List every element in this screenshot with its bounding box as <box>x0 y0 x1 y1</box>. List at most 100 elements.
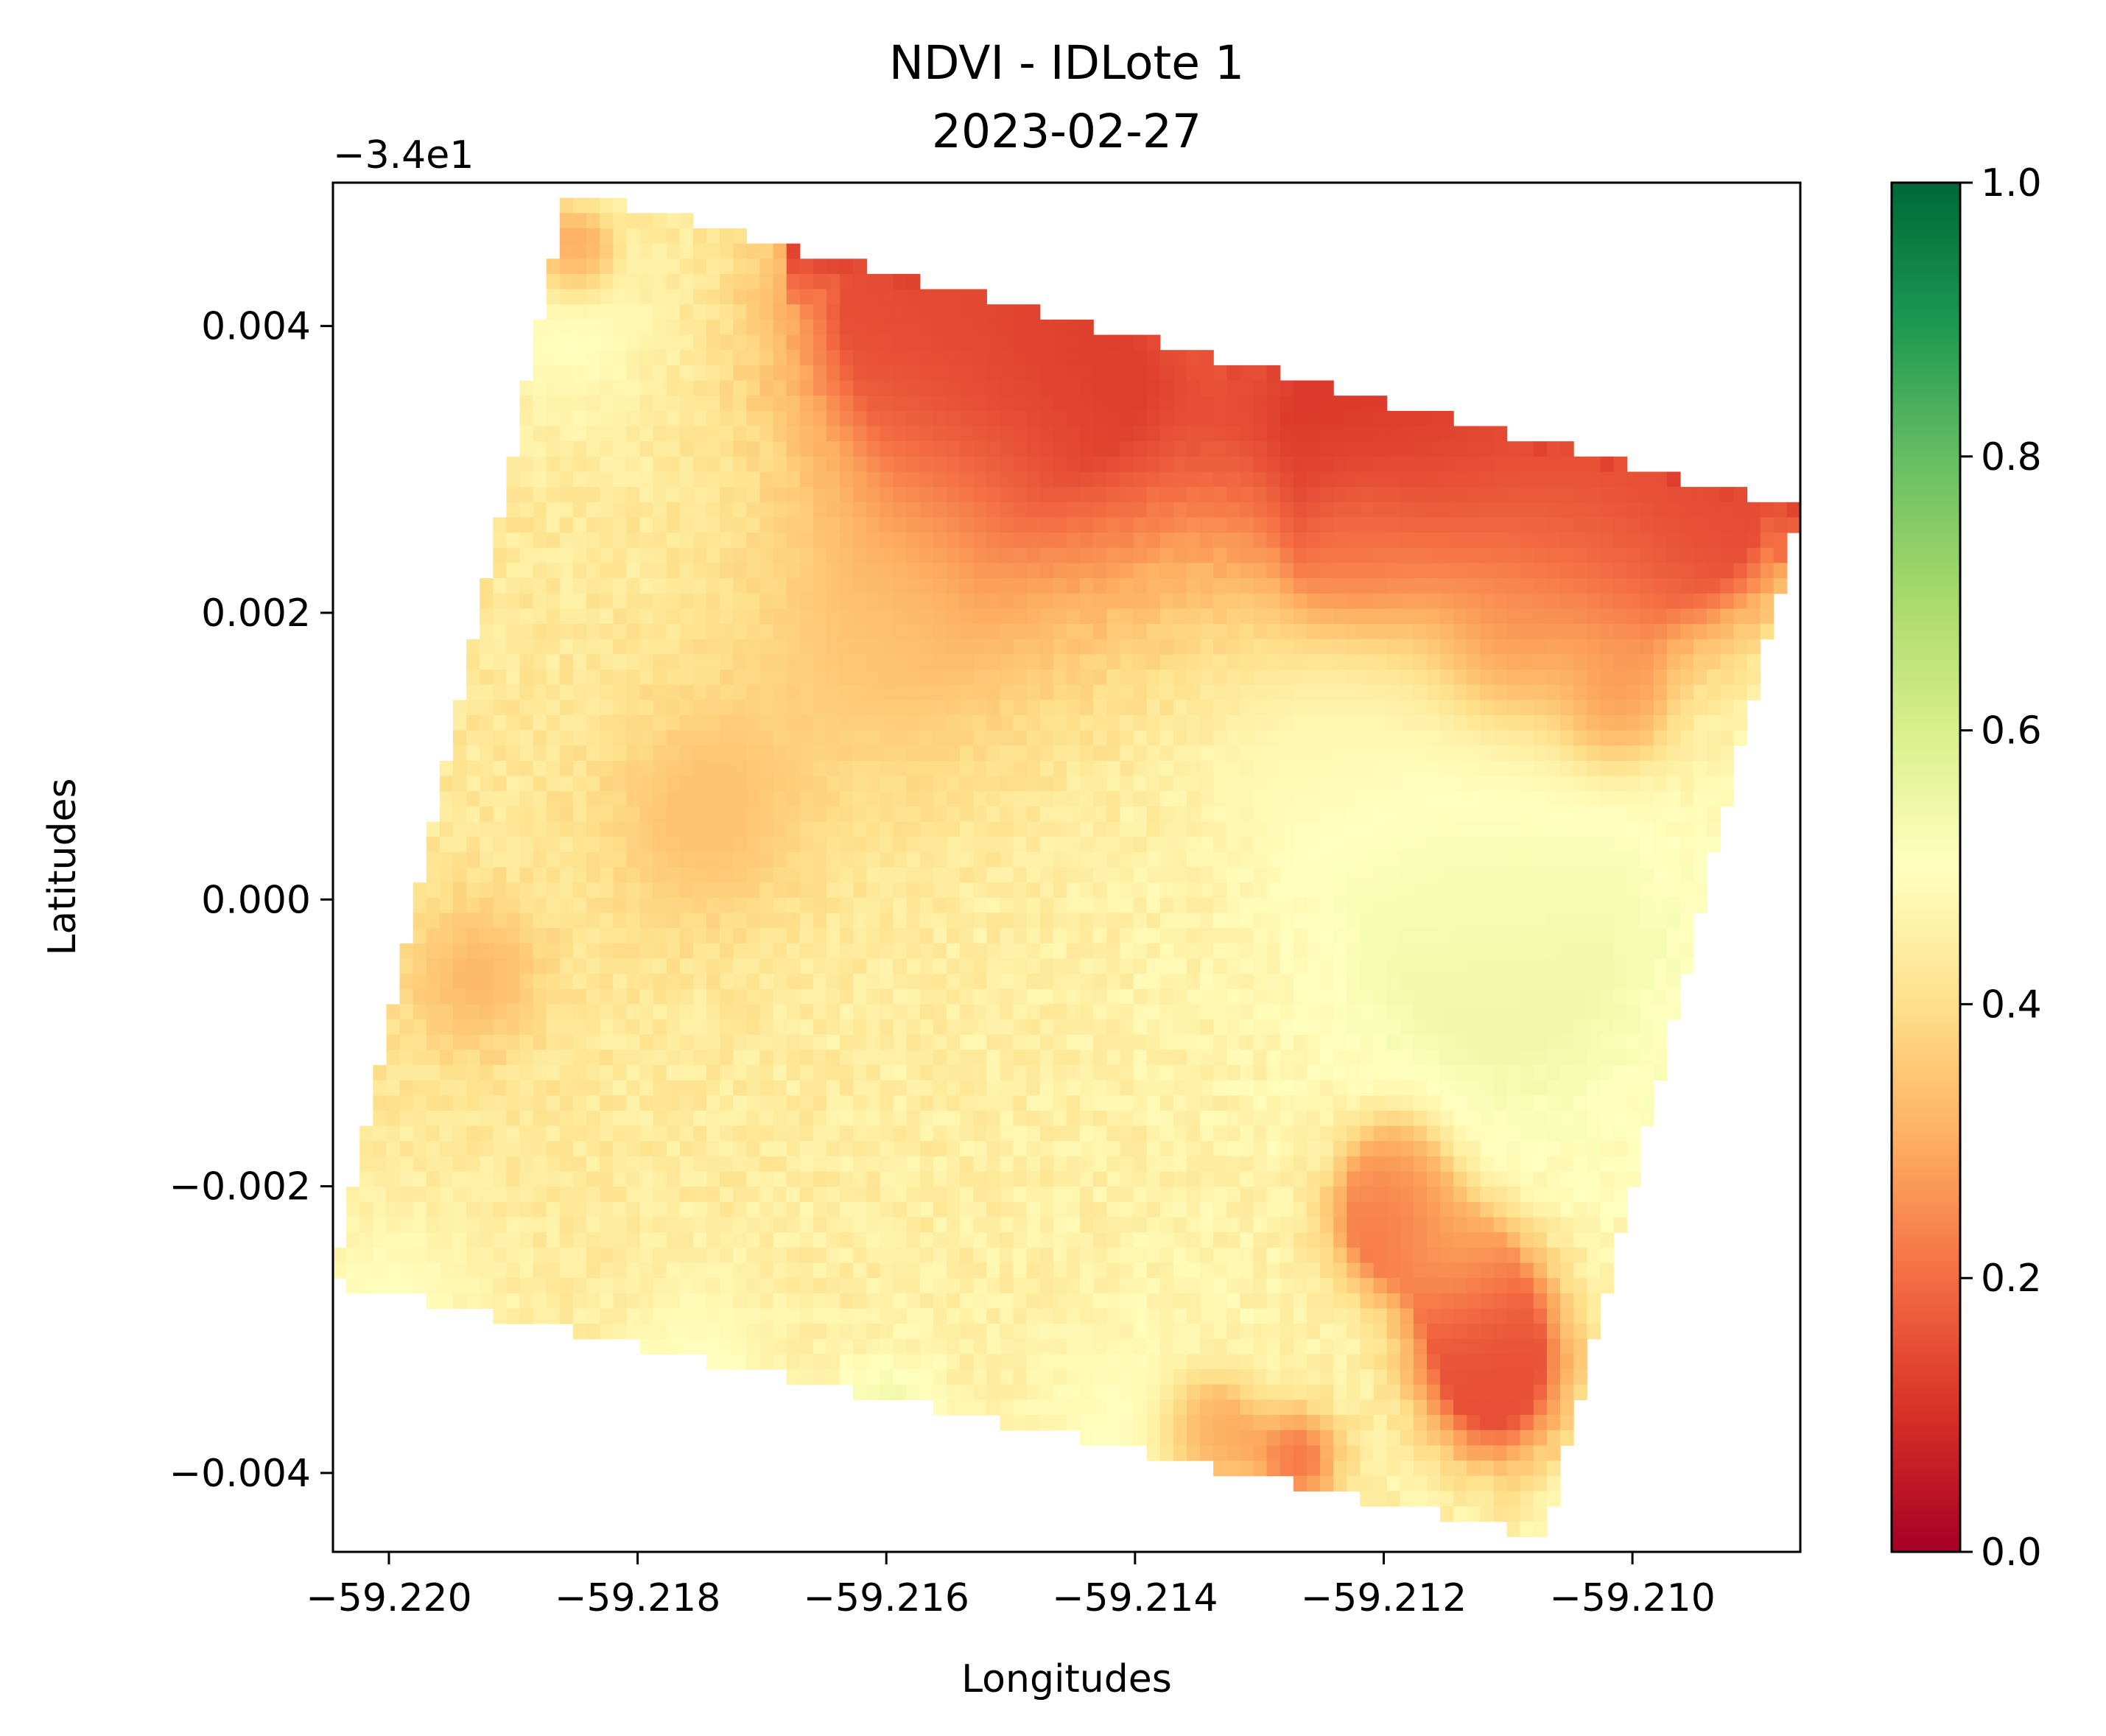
ndvi-cell <box>1120 988 1134 1005</box>
ndvi-cell <box>919 684 934 700</box>
ndvi-cell <box>386 1232 401 1248</box>
ndvi-cell <box>426 1034 440 1050</box>
ndvi-cell <box>720 1050 734 1066</box>
ndvi-cell <box>786 928 801 944</box>
ndvi-cell <box>866 684 881 700</box>
ndvi-cell <box>506 913 521 929</box>
ndvi-cell <box>1146 791 1161 807</box>
ndvi-cell <box>893 517 908 533</box>
ndvi-cell <box>947 304 961 320</box>
ndvi-cell <box>346 1232 360 1248</box>
ndvi-cell <box>666 533 681 549</box>
ndvi-cell <box>1159 1125 1174 1142</box>
ndvi-cell <box>893 776 908 792</box>
ndvi-cell <box>933 441 947 457</box>
ndvi-cell <box>692 669 707 686</box>
ndvi-cell <box>1080 533 1094 549</box>
ndvi-cell <box>1146 1217 1161 1233</box>
ndvi-cell <box>1280 700 1294 716</box>
ndvi-cell <box>666 1050 681 1066</box>
ndvi-cell <box>426 882 440 899</box>
ndvi-cell <box>733 380 747 396</box>
ndvi-cell <box>519 714 534 731</box>
ndvi-cell <box>1080 851 1094 868</box>
ndvi-cell <box>572 426 587 442</box>
ndvi-cell <box>947 1080 961 1096</box>
ndvi-cell <box>1146 563 1161 579</box>
ndvi-cell <box>1173 547 1187 563</box>
ndvi-cell <box>1333 1384 1347 1401</box>
ndvi-cell <box>506 1080 521 1096</box>
ndvi-cell <box>1013 1065 1028 1081</box>
ndvi-cell <box>533 624 547 640</box>
ndvi-cell <box>826 487 840 503</box>
ndvi-cell <box>706 1262 720 1279</box>
ndvi-cell <box>1266 639 1281 655</box>
ndvi-cell <box>519 776 534 792</box>
ndvi-cell <box>519 396 534 412</box>
ndvi-cell <box>493 1217 508 1233</box>
ndvi-cell <box>586 426 600 442</box>
ndvi-cell <box>853 958 867 974</box>
ndvi-cell <box>1000 897 1014 914</box>
ndvi-cell <box>533 776 547 792</box>
ndvi-cell <box>1333 1019 1347 1036</box>
ndvi-cell <box>519 1171 534 1187</box>
ndvi-cell <box>706 684 720 700</box>
ndvi-cell <box>413 1232 427 1248</box>
ndvi-cell <box>812 1125 827 1142</box>
ndvi-cell <box>1093 806 1107 823</box>
ndvi-cell <box>720 259 734 275</box>
ndvi-cell <box>546 776 561 792</box>
ndvi-cell <box>880 730 894 746</box>
ndvi-cell <box>1186 1080 1201 1096</box>
ndvi-cell <box>1039 1034 1054 1050</box>
ndvi-cell <box>826 760 840 777</box>
ndvi-cell <box>960 456 974 473</box>
ndvi-cell <box>826 547 840 563</box>
ndvi-cell <box>1120 882 1134 899</box>
ndvi-cell <box>986 319 1001 336</box>
ndvi-cell <box>386 1262 401 1279</box>
ndvi-cell <box>1106 1217 1121 1233</box>
ndvi-cell <box>533 791 547 807</box>
ndvi-cell <box>1039 471 1054 488</box>
ndvi-cell <box>919 1187 934 1203</box>
ndvi-cell <box>1333 684 1347 700</box>
ndvi-cell <box>519 487 534 503</box>
ndvi-cell <box>480 776 494 792</box>
ndvi-cell <box>1320 563 1334 579</box>
ndvi-cell <box>1293 380 1308 396</box>
ndvi-cell <box>880 1262 894 1279</box>
ndvi-cell <box>919 1050 934 1066</box>
ndvi-cell <box>1093 547 1107 563</box>
ndvi-cell <box>679 213 694 229</box>
ndvi-cell <box>1200 1201 1214 1218</box>
ndvi-cell <box>919 1171 934 1187</box>
ndvi-cell <box>853 1141 867 1157</box>
ndvi-cell <box>986 1308 1001 1324</box>
ndvi-cell <box>692 1187 707 1203</box>
ndvi-cell <box>1013 1262 1028 1279</box>
ndvi-cell <box>546 700 561 716</box>
ndvi-cell <box>812 730 827 746</box>
ndvi-cell <box>1293 578 1308 594</box>
ndvi-cell <box>600 867 614 883</box>
ndvi-cell <box>1186 791 1201 807</box>
ndvi-cell <box>1306 928 1321 944</box>
ndvi-cell <box>1053 578 1067 594</box>
ndvi-cell <box>1186 928 1201 944</box>
ndvi-cell <box>1093 533 1107 549</box>
ndvi-cell <box>799 1308 814 1324</box>
ndvi-cell <box>399 1201 414 1218</box>
ndvi-cell <box>506 821 521 837</box>
ndvi-cell <box>1133 958 1148 974</box>
ndvi-cell <box>826 714 840 731</box>
ndvi-cell <box>1293 1324 1308 1340</box>
ndvi-cell <box>947 988 961 1005</box>
ndvi-cell <box>386 1110 401 1127</box>
ndvi-cell <box>1173 1004 1187 1020</box>
ndvi-cell <box>880 441 894 457</box>
ndvi-cell <box>1173 791 1187 807</box>
ndvi-cell <box>933 410 947 427</box>
